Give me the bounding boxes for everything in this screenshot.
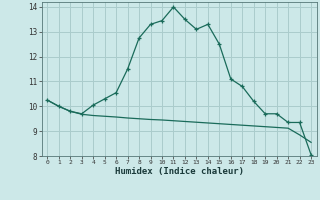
- X-axis label: Humidex (Indice chaleur): Humidex (Indice chaleur): [115, 167, 244, 176]
